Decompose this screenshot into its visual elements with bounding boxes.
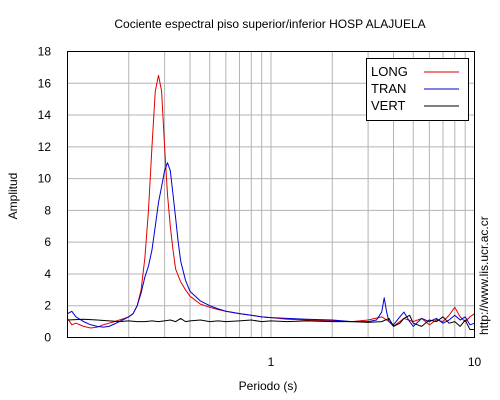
y-tick-label: 8: [44, 203, 51, 217]
y-tick-label: 4: [44, 267, 51, 281]
y-axis-label: Amplitud: [6, 173, 20, 220]
y-tick-label: 2: [44, 299, 51, 313]
legend-label-vert: VERT: [371, 98, 405, 113]
y-tick-label: 16: [38, 76, 52, 90]
series-line-long: [67, 74, 475, 329]
y-tick-label: 6: [44, 235, 51, 249]
chart-title: Cociente espectral piso superior/inferio…: [114, 17, 425, 31]
source-url: http://www.lis.ucr.ac.cr: [477, 216, 491, 335]
y-tick-label: 10: [38, 172, 52, 186]
x-tick-labels: 1 10: [268, 355, 482, 369]
y-tick-label: 18: [38, 45, 52, 59]
y-tick-label: 12: [38, 140, 52, 154]
legend-box: [366, 58, 469, 121]
y-tick-label: 0: [44, 331, 51, 345]
series-line-vert: [67, 314, 475, 331]
series-line-tran: [67, 162, 475, 328]
plot-frame: [67, 51, 475, 338]
y-tick-label: 14: [38, 108, 52, 122]
x-tick-label: 10: [468, 355, 482, 369]
x-axis-label: Periodo (s): [239, 379, 298, 393]
legend-label-long: LONG: [371, 64, 408, 79]
legend: LONG TRAN VERT: [366, 58, 469, 121]
x-tick-label: 1: [268, 355, 275, 369]
series-lines: [67, 74, 475, 331]
y-tick-labels: 0 2 4 6 8 10 12 14 16 18: [38, 45, 52, 345]
legend-label-tran: TRAN: [371, 81, 406, 96]
